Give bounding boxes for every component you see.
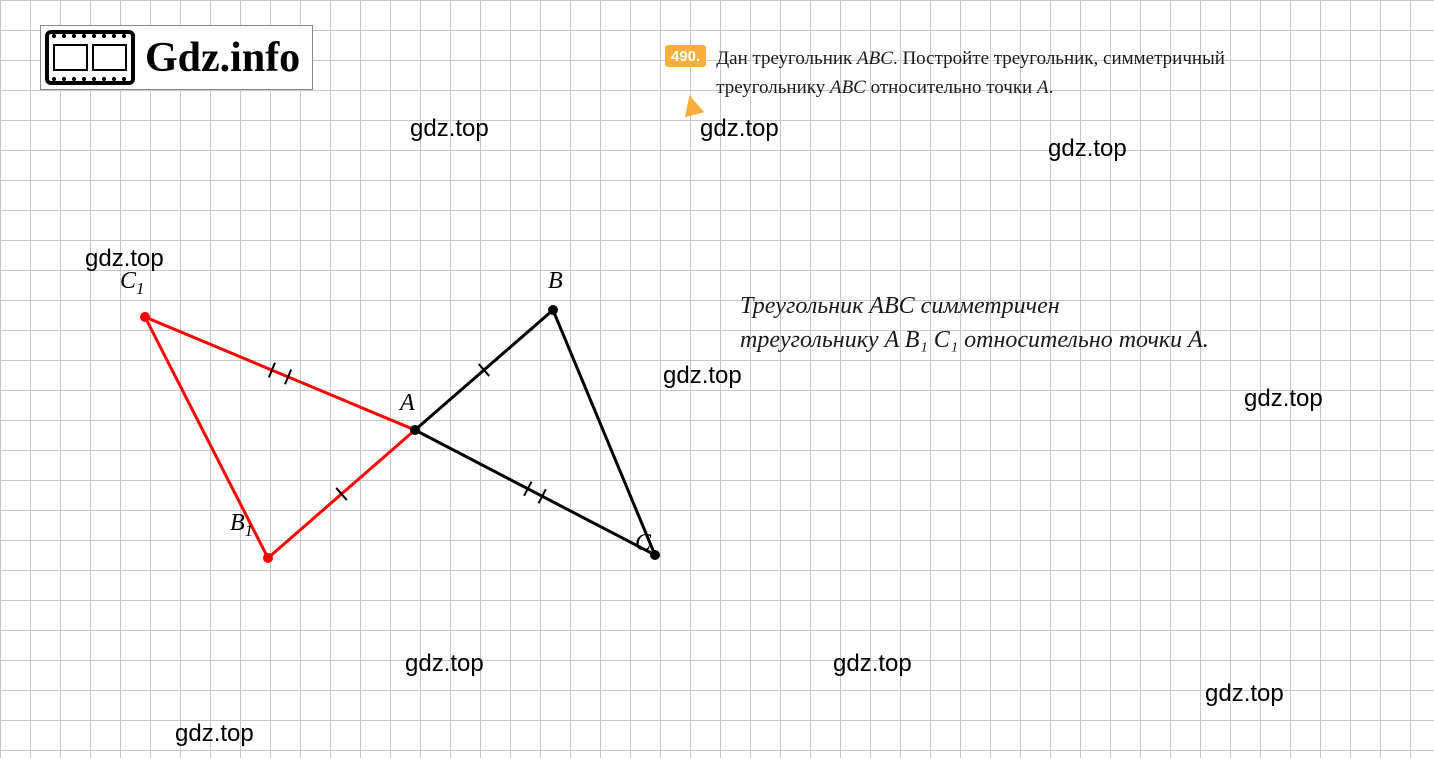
problem-number-badge: 490. (665, 45, 706, 67)
label-a: A (400, 390, 415, 417)
watermark: gdz.top (663, 362, 742, 390)
answer-line1: Треугольник ABC симметричен (740, 293, 1060, 319)
watermark: gdz.top (1244, 385, 1323, 413)
problem-math-abc-1: ABC (857, 48, 893, 69)
problem-line2-suffix: относительно точки (866, 77, 1037, 98)
watermark: gdz.top (700, 115, 779, 143)
problem-line2-end: . (1049, 77, 1054, 98)
problem-line2-prefix: треугольнику (716, 77, 830, 98)
problem-statement: 490. Дан треугольник ABC. Постройте треу… (665, 45, 1385, 102)
watermark: gdz.top (175, 720, 254, 748)
watermark: gdz.top (85, 245, 164, 273)
film-icon (45, 30, 135, 85)
watermark: gdz.top (833, 650, 912, 678)
label-b1: B1 (230, 510, 253, 541)
answer-line2: треугольнику A B₁ C₁ относительно точки … (740, 327, 1209, 353)
logo-text: Gdz.info (145, 34, 300, 82)
watermark: gdz.top (1048, 135, 1127, 163)
problem-math-a: A (1037, 77, 1049, 98)
problem-text: Дан треугольник ABC. Постройте треугольн… (716, 45, 1225, 102)
watermark: gdz.top (1205, 680, 1284, 708)
problem-line1-suffix: . Постройте треугольник, симметричный (893, 48, 1225, 69)
label-b: B (548, 268, 563, 295)
watermark: gdz.top (410, 115, 489, 143)
label-c: C (635, 530, 651, 557)
problem-line1-prefix: Дан треугольник (716, 48, 857, 69)
site-logo: Gdz.info (40, 25, 313, 90)
watermark: gdz.top (405, 650, 484, 678)
problem-math-abc-2: ABC (830, 77, 866, 98)
answer-text: Треугольник ABC симметричен треугольнику… (740, 290, 1390, 357)
